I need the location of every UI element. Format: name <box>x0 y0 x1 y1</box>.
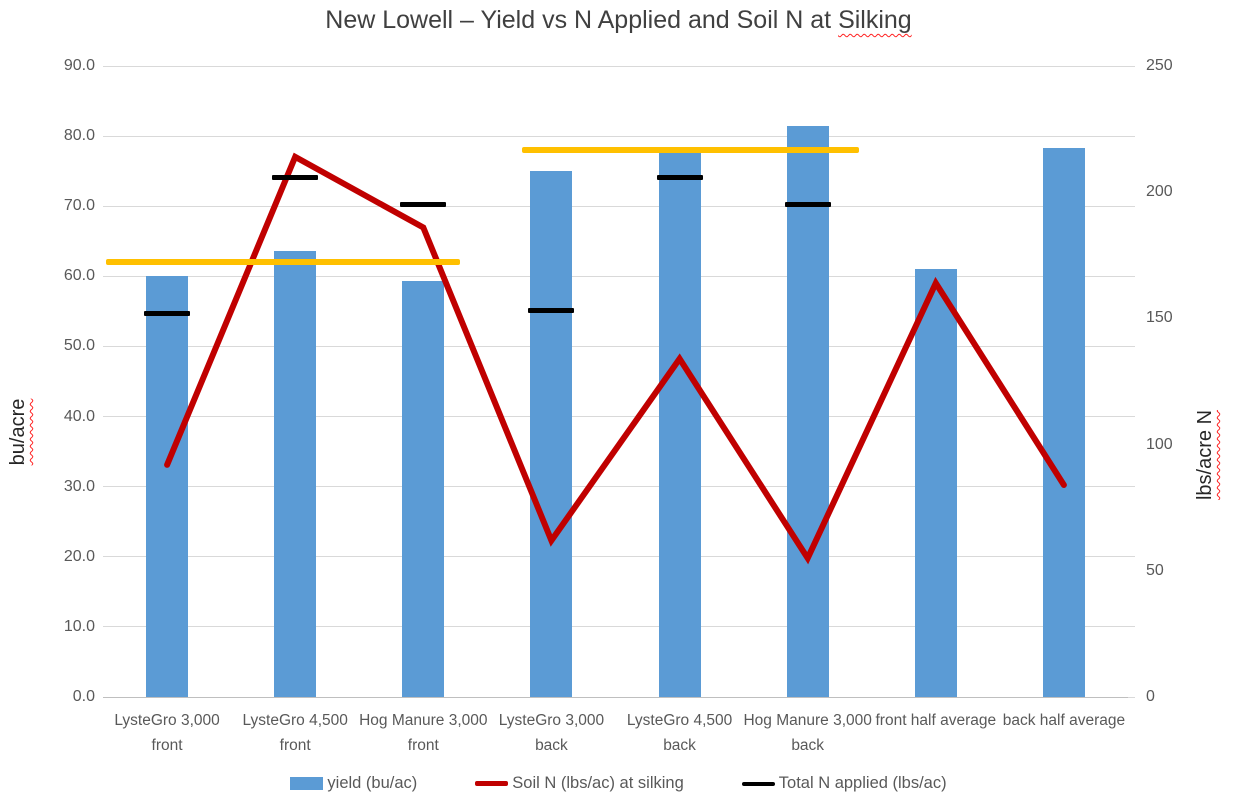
gridline <box>103 416 1128 418</box>
total-n-dash-marker <box>784 202 831 208</box>
axis-tickmark <box>1128 556 1135 558</box>
category-label: LysteGro 3,000 back <box>498 712 605 754</box>
title-misspelled-word: Silking <box>838 6 912 34</box>
right-axis-tick-label: 0 <box>1146 688 1155 705</box>
bar <box>786 125 829 697</box>
left-axis-tick-label: 0.0 <box>72 688 95 705</box>
left-axis-tick-label: 70.0 <box>63 197 95 215</box>
gridline <box>103 275 1128 277</box>
chart-title: New Lowell – Yield vs N Applied and Soil… <box>0 6 1237 35</box>
gridline <box>103 135 1128 137</box>
category-label: Hog Manure 3,000 front <box>359 712 488 754</box>
right-axis-tick-label: 50 <box>1146 561 1164 579</box>
bar <box>658 151 701 697</box>
gridline <box>103 65 1128 67</box>
axis-tickmark <box>1128 275 1135 277</box>
left-axis-tick-label: 10.0 <box>63 617 95 635</box>
average-marker-line <box>106 259 460 266</box>
chart-title-text: New Lowell – Yield vs N Applied and Soil… <box>325 6 839 34</box>
legend-item: Soil N (lbs/ac) at silking <box>475 774 684 793</box>
gridline <box>103 696 1128 698</box>
legend-item: yield (bu/ac) <box>290 774 417 793</box>
category-label: LysteGro 3,000 front <box>114 712 220 754</box>
right-axis-tick-label: 150 <box>1146 309 1173 327</box>
legend-swatch-bar <box>290 777 324 790</box>
axis-tickmark <box>1128 65 1135 67</box>
axis-tickmark <box>1128 135 1135 137</box>
total-n-dash-marker <box>400 202 447 208</box>
legend: yield (bu/ac) Soil N (lbs/ac) at silking T… <box>0 774 1237 793</box>
gridline <box>103 486 1128 488</box>
axis-tickmark <box>1128 345 1135 347</box>
gridline <box>103 205 1128 207</box>
left-axis-tick-label: 20.0 <box>63 547 95 565</box>
gridline <box>103 556 1128 558</box>
axis-tickmark <box>1128 696 1135 698</box>
legend-label: Total N applied (lbs/ac) <box>778 774 947 792</box>
right-axis-tick-label: 200 <box>1146 183 1173 201</box>
right-axis-tick-label: 250 <box>1146 57 1173 74</box>
total-n-dash-marker <box>272 174 319 180</box>
axis-tickmark <box>1128 205 1135 207</box>
axis-tickmark <box>1128 416 1135 418</box>
legend-swatch-line-red <box>475 781 509 786</box>
gridline <box>103 345 1128 347</box>
axis-tickmark <box>1128 486 1135 488</box>
left-axis-tick-label: 40.0 <box>63 407 95 425</box>
legend-label: yield (bu/ac) <box>327 774 418 792</box>
bar <box>274 251 317 697</box>
right-axis-tick-label: 100 <box>1146 435 1173 453</box>
left-axis-tick-label: 60.0 <box>63 267 95 285</box>
total-n-dash-marker <box>656 174 703 180</box>
left-axis-tick-label: 90.0 <box>63 57 95 74</box>
category-label: LysteGro 4,500 back <box>626 712 733 754</box>
category-label: Hog Manure 3,000 back <box>743 712 872 754</box>
left-axis-tick-label: 80.0 <box>63 127 95 145</box>
left-axis-tick-label: 50.0 <box>63 337 95 355</box>
bar <box>402 280 445 697</box>
bar <box>146 276 189 697</box>
legend-label: Soil N (lbs/ac) at silking <box>512 774 684 792</box>
legend-item: Total N applied (lbs/ac) <box>741 774 947 793</box>
axis-tickmark <box>1128 626 1135 628</box>
category-label: LysteGro 4,500 front <box>242 712 348 754</box>
left-axis-tick-label: 30.0 <box>63 477 95 495</box>
bar <box>1042 148 1085 697</box>
bar <box>530 171 573 697</box>
gridline <box>103 626 1128 628</box>
legend-swatch-line-black <box>741 781 775 786</box>
bar <box>914 269 957 697</box>
average-marker-line <box>522 147 860 154</box>
total-n-dash-marker <box>528 308 575 314</box>
category-label: back half average <box>1002 712 1126 729</box>
total-n-dash-marker <box>144 310 191 316</box>
category-label: front half average <box>875 712 997 729</box>
